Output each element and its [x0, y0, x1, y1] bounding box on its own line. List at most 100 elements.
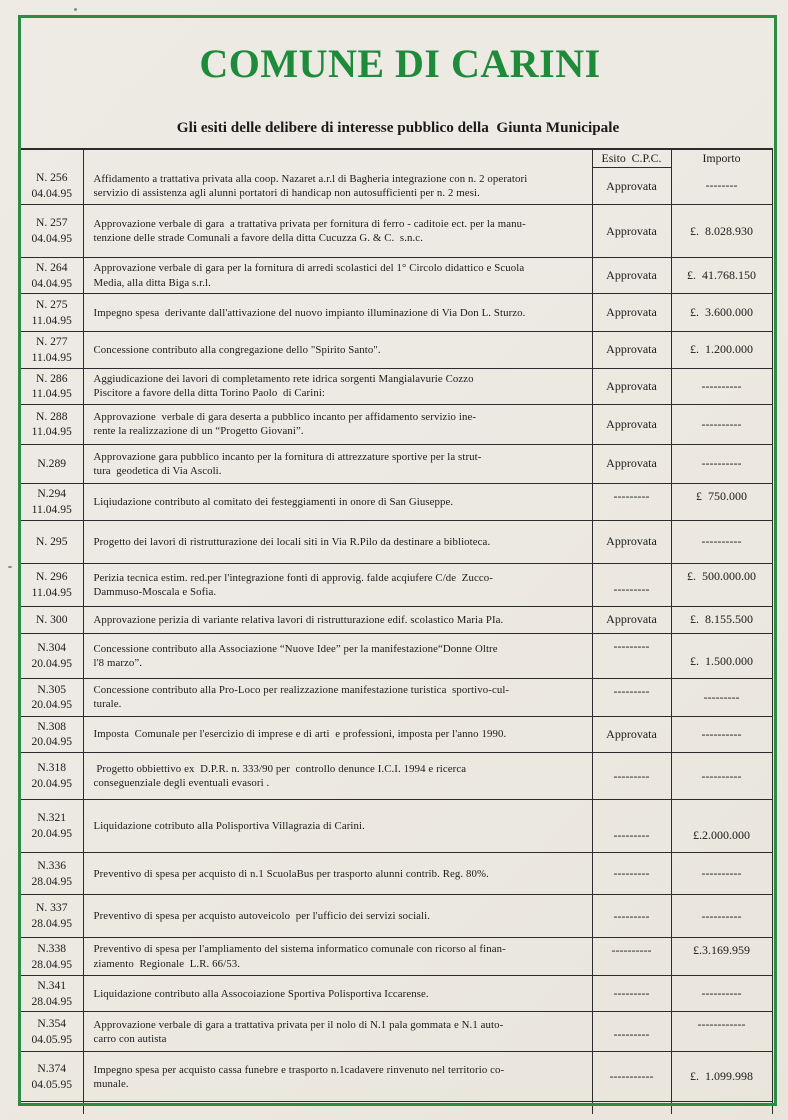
table-row: N.289 Approvazione gara pubblico incanto…: [21, 444, 773, 484]
delibera-description: Impegno spesa per acquisto cassa funebre…: [83, 1051, 593, 1103]
column-header-esito: Esito C.P.C.: [592, 149, 672, 168]
table-row: N. 275 11.04.95 Impegno spesa derivante …: [21, 293, 773, 333]
delibera-number: N. 286: [35, 371, 68, 385]
delibera-number-cell: N.341 28.04.95: [21, 975, 84, 1013]
delibera-date: 04.04.95: [31, 232, 73, 245]
scan-speck: [74, 8, 77, 11]
importo-value: ----------: [671, 368, 773, 405]
table-row: N. 337 28.04.95 Preventivo di spesa per …: [21, 894, 773, 939]
delibera-date: 20.04.95: [31, 698, 73, 712]
esito-value: ---------: [592, 752, 672, 801]
delibera-number-cell: N. 288 11.04.95: [21, 404, 84, 445]
importo-value: ----------: [671, 716, 773, 754]
delibera-description: Preventivo di spesa per l'ampliamento de…: [83, 937, 593, 977]
importo-value: ------------: [671, 1011, 773, 1053]
delibera-number: N. 300: [35, 613, 68, 627]
delibera-number: N.304: [37, 641, 67, 655]
esito-value: ----------: [592, 937, 672, 977]
delibera-number-cell: N. 256 04.04.95: [21, 167, 84, 205]
table-row: N.308 20.04.95 Imposta Comunale per l'es…: [21, 716, 773, 754]
delibera-description: Approvazione verbale di gara per la forn…: [83, 257, 593, 295]
delibera-number: N.374: [37, 1062, 67, 1076]
delibera-description: Liqiudazione contributo al comitato dei …: [83, 483, 593, 521]
delibera-description: Preventivo di spesa per acquisto autovei…: [83, 894, 593, 939]
importo-value: £. 3.600.000: [671, 293, 773, 333]
delibera-date: 04.04.95: [31, 276, 73, 290]
delibera-number: N. 295: [35, 535, 68, 549]
esito-value: ---------: [592, 1011, 672, 1053]
importo-value: [671, 1101, 773, 1114]
delibera-date: 11.04.95: [31, 502, 72, 516]
importo-value: ----------: [671, 404, 773, 445]
delibera-number-cell: N.289: [21, 444, 84, 484]
delibera-number-cell: N.294 11.04.95: [21, 483, 84, 521]
table-row: N. 277 11.04.95 Concessione contributo a…: [21, 331, 773, 369]
table-row: N.321 20.04.95 Liquidazione cotributo al…: [21, 799, 773, 854]
delibera-number-cell: N. 300: [21, 606, 84, 634]
scan-speck: [8, 566, 12, 568]
delibera-number: N.321: [37, 811, 67, 825]
table-row: [21, 1101, 773, 1114]
importo-value: £. 1.099.998: [671, 1051, 773, 1103]
esito-value: Approvata: [592, 368, 672, 405]
delibera-date: 20.04.95: [31, 735, 73, 749]
delibera-number-cell: N.304 20.04.95: [21, 633, 84, 679]
delibera-number: N. 277: [35, 335, 68, 349]
delibera-description: Approvazione verbale di gara a trattativ…: [83, 1011, 593, 1053]
esito-value: Approvata: [592, 444, 672, 484]
table-row: N.305 20.04.95 Concessione contributo al…: [21, 678, 773, 717]
importo-value: £. 8.028.930: [671, 204, 773, 258]
page-subtitle: Gli esiti delle delibere di interesse pu…: [176, 119, 620, 136]
delibera-description: Imposta Comunale per l'esercizio di impr…: [83, 716, 593, 754]
esito-value: Approvata: [592, 716, 672, 754]
delibera-number-cell: [21, 1101, 84, 1114]
delibera-date: 28.04.95: [31, 917, 73, 931]
table-row: N. 295 Progetto dei lavori di ristruttur…: [21, 520, 773, 564]
importo-value: £. 1.200.000: [671, 331, 773, 369]
esito-value: ---------: [592, 894, 672, 939]
delibera-number-cell: N. 286 11.04.95: [21, 368, 84, 405]
header-blank-description: [83, 149, 593, 168]
delibera-number-cell: N. 295: [21, 520, 84, 564]
importo-value: ---------: [671, 678, 773, 717]
table-row: N.354 04.05.95 Approvazione verbale di g…: [21, 1011, 773, 1053]
table-row: N.338 28.04.95 Preventivo di spesa per l…: [21, 937, 773, 977]
table-row: N.318 20.04.95 Progetto obbiettivo ex D.…: [21, 752, 773, 801]
delibera-description: Concessione contributo alla Associazione…: [83, 633, 593, 679]
esito-value: Approvata: [592, 293, 672, 333]
delibera-date: 11.04.95: [31, 585, 72, 599]
delibera-number-cell: N. 337 28.04.95: [21, 894, 84, 939]
delibera-description: Concessione contributo alla congregazion…: [83, 331, 593, 369]
delibera-number: N.354: [37, 1017, 67, 1031]
delibera-number: N.318: [37, 761, 67, 775]
table-row: N.336 28.04.95 Preventivo di spesa per a…: [21, 852, 773, 896]
esito-value: Approvata: [592, 606, 672, 634]
importo-value: £. 1.500.000: [671, 633, 773, 679]
esito-value: ---------: [592, 483, 672, 521]
table-row: N. 256 04.04.95 Affidamento a trattativa…: [21, 167, 773, 205]
esito-value: ---------: [592, 852, 672, 896]
delibera-description: Affidamento a trattativa privata alla co…: [83, 167, 593, 205]
delibera-number-cell: N.336 28.04.95: [21, 852, 84, 896]
importo-value: £. 41.768.150: [671, 257, 773, 295]
importo-value: £.2.000.000: [671, 799, 773, 854]
delibera-description: Perizia tecnica estim. red.per l'integra…: [83, 563, 593, 607]
delibera-date: 20.04.95: [31, 656, 73, 670]
table-header-row: Esito C.P.C. Importo: [21, 149, 773, 168]
delibera-number-cell: N.374 04.05.95: [21, 1051, 84, 1103]
delibera-description: Concessione contributo alla Pro-Loco per…: [83, 678, 593, 717]
importo-value: ----------: [671, 852, 773, 896]
esito-value: Approvata: [592, 331, 672, 369]
table-row: N.374 04.05.95 Impegno spesa per acquist…: [21, 1051, 773, 1103]
esito-value: Approvata: [592, 404, 672, 445]
page-title: COMUNE DI CARINI: [199, 41, 601, 86]
table-row: N. 264 04.04.95 Approvazione verbale di …: [21, 257, 773, 295]
delibera-description: Approvazione gara pubblico incanto per l…: [83, 444, 593, 484]
delibera-description: Aggiudicazione dei lavori di completamen…: [83, 368, 593, 405]
delibera-number: N.305: [37, 682, 67, 696]
delibera-date: 11.04.95: [31, 387, 72, 401]
importo-value: ----------: [671, 894, 773, 939]
delibera-date: 11.04.95: [31, 350, 72, 364]
delibera-date: 04.05.95: [31, 1077, 73, 1091]
